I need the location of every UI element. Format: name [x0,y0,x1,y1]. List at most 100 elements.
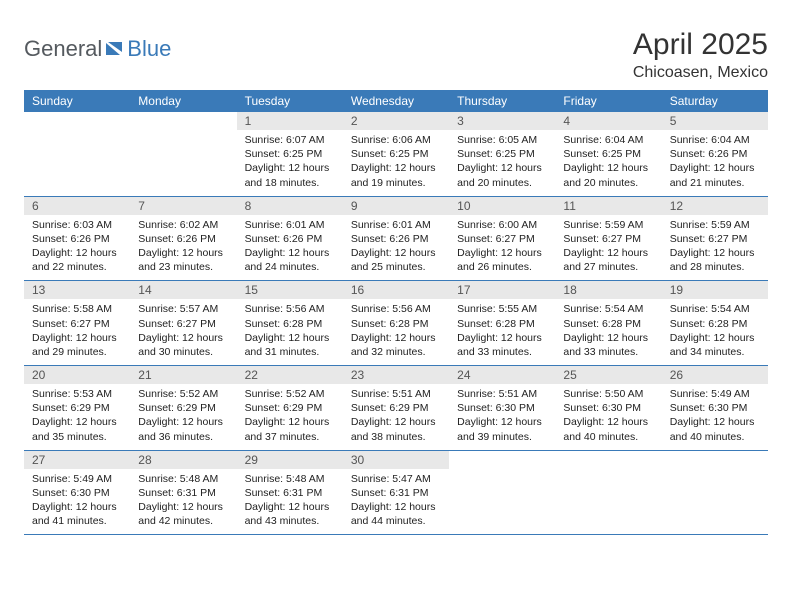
daylight-text: Daylight: 12 hours and 37 minutes. [245,415,335,443]
calendar-cell: 15Sunrise: 5:56 AMSunset: 6:28 PMDayligh… [237,281,343,365]
sunrise-text: Sunrise: 5:55 AM [457,302,547,316]
sunset-text: Sunset: 6:30 PM [563,401,653,415]
calendar-cell: 11Sunrise: 5:59 AMSunset: 6:27 PMDayligh… [555,197,661,281]
sunset-text: Sunset: 6:31 PM [138,486,228,500]
day-number: 27 [24,451,130,469]
daylight-text: Daylight: 12 hours and 20 minutes. [563,161,653,189]
daylight-text: Daylight: 12 hours and 20 minutes. [457,161,547,189]
sunset-text: Sunset: 6:27 PM [563,232,653,246]
day-number: 17 [449,281,555,299]
day-number: 12 [662,197,768,215]
calendar-week: 20Sunrise: 5:53 AMSunset: 6:29 PMDayligh… [24,366,768,451]
daylight-text: Daylight: 12 hours and 28 minutes. [670,246,760,274]
daylight-text: Daylight: 12 hours and 21 minutes. [670,161,760,189]
daylight-text: Daylight: 12 hours and 44 minutes. [351,500,441,528]
calendar-cell: 17Sunrise: 5:55 AMSunset: 6:28 PMDayligh… [449,281,555,365]
calendar-cell: 12Sunrise: 5:59 AMSunset: 6:27 PMDayligh… [662,197,768,281]
calendar-week: 13Sunrise: 5:58 AMSunset: 6:27 PMDayligh… [24,281,768,366]
sunrise-text: Sunrise: 5:56 AM [351,302,441,316]
day-body: Sunrise: 6:01 AMSunset: 6:26 PMDaylight:… [237,215,343,281]
calendar-week: 27Sunrise: 5:49 AMSunset: 6:30 PMDayligh… [24,451,768,536]
calendar-cell: 24Sunrise: 5:51 AMSunset: 6:30 PMDayligh… [449,366,555,450]
daylight-text: Daylight: 12 hours and 24 minutes. [245,246,335,274]
day-number: 23 [343,366,449,384]
day-body: Sunrise: 6:01 AMSunset: 6:26 PMDaylight:… [343,215,449,281]
sunset-text: Sunset: 6:31 PM [245,486,335,500]
day-number: 15 [237,281,343,299]
day-number: 24 [449,366,555,384]
calendar-cell: 6Sunrise: 6:03 AMSunset: 6:26 PMDaylight… [24,197,130,281]
sunset-text: Sunset: 6:26 PM [32,232,122,246]
calendar-cell: 21Sunrise: 5:52 AMSunset: 6:29 PMDayligh… [130,366,236,450]
daylight-text: Daylight: 12 hours and 30 minutes. [138,331,228,359]
sunrise-text: Sunrise: 5:49 AM [32,472,122,486]
calendar-cell: 30Sunrise: 5:47 AMSunset: 6:31 PMDayligh… [343,451,449,535]
calendar-cell: 10Sunrise: 6:00 AMSunset: 6:27 PMDayligh… [449,197,555,281]
day-body: Sunrise: 5:59 AMSunset: 6:27 PMDaylight:… [555,215,661,281]
day-body: Sunrise: 5:48 AMSunset: 6:31 PMDaylight:… [130,469,236,535]
calendar-cell: 28Sunrise: 5:48 AMSunset: 6:31 PMDayligh… [130,451,236,535]
day-number: 8 [237,197,343,215]
day-number: 22 [237,366,343,384]
day-number: 2 [343,112,449,130]
sunrise-text: Sunrise: 5:52 AM [245,387,335,401]
sunset-text: Sunset: 6:30 PM [457,401,547,415]
day-number: 1 [237,112,343,130]
sunrise-text: Sunrise: 5:59 AM [670,218,760,232]
calendar-cell: 26Sunrise: 5:49 AMSunset: 6:30 PMDayligh… [662,366,768,450]
day-number: 14 [130,281,236,299]
day-number: 10 [449,197,555,215]
sunset-text: Sunset: 6:27 PM [32,317,122,331]
calendar-cell: 9Sunrise: 6:01 AMSunset: 6:26 PMDaylight… [343,197,449,281]
title-block: April 2025 Chicoasen, Mexico [633,28,768,82]
calendar-cell: 8Sunrise: 6:01 AMSunset: 6:26 PMDaylight… [237,197,343,281]
sunrise-text: Sunrise: 6:07 AM [245,133,335,147]
day-body: Sunrise: 6:05 AMSunset: 6:25 PMDaylight:… [449,130,555,196]
calendar-cell: 25Sunrise: 5:50 AMSunset: 6:30 PMDayligh… [555,366,661,450]
calendar-cell: 23Sunrise: 5:51 AMSunset: 6:29 PMDayligh… [343,366,449,450]
sunset-text: Sunset: 6:28 PM [245,317,335,331]
calendar-cell: 3Sunrise: 6:05 AMSunset: 6:25 PMDaylight… [449,112,555,196]
sunset-text: Sunset: 6:28 PM [457,317,547,331]
calendar-cell: 7Sunrise: 6:02 AMSunset: 6:26 PMDaylight… [130,197,236,281]
day-body: Sunrise: 5:52 AMSunset: 6:29 PMDaylight:… [130,384,236,450]
calendar-cell: 4Sunrise: 6:04 AMSunset: 6:25 PMDaylight… [555,112,661,196]
sunrise-text: Sunrise: 5:56 AM [245,302,335,316]
day-body: Sunrise: 5:59 AMSunset: 6:27 PMDaylight:… [662,215,768,281]
sunset-text: Sunset: 6:28 PM [670,317,760,331]
sunrise-text: Sunrise: 6:01 AM [351,218,441,232]
calendar-cell: 2Sunrise: 6:06 AMSunset: 6:25 PMDaylight… [343,112,449,196]
sunrise-text: Sunrise: 5:48 AM [245,472,335,486]
day-body: Sunrise: 5:54 AMSunset: 6:28 PMDaylight:… [555,299,661,365]
sunset-text: Sunset: 6:27 PM [670,232,760,246]
day-body: Sunrise: 6:00 AMSunset: 6:27 PMDaylight:… [449,215,555,281]
calendar-cell: 16Sunrise: 5:56 AMSunset: 6:28 PMDayligh… [343,281,449,365]
daylight-text: Daylight: 12 hours and 38 minutes. [351,415,441,443]
daylight-text: Daylight: 12 hours and 27 minutes. [563,246,653,274]
sunrise-text: Sunrise: 5:52 AM [138,387,228,401]
day-number: 19 [662,281,768,299]
calendar-week: 6Sunrise: 6:03 AMSunset: 6:26 PMDaylight… [24,197,768,282]
daylight-text: Daylight: 12 hours and 35 minutes. [32,415,122,443]
daylight-text: Daylight: 12 hours and 25 minutes. [351,246,441,274]
sunrise-text: Sunrise: 6:04 AM [670,133,760,147]
calendar-cell: 14Sunrise: 5:57 AMSunset: 6:27 PMDayligh… [130,281,236,365]
daylight-text: Daylight: 12 hours and 19 minutes. [351,161,441,189]
sunset-text: Sunset: 6:29 PM [245,401,335,415]
daylight-text: Daylight: 12 hours and 40 minutes. [563,415,653,443]
day-body: Sunrise: 5:57 AMSunset: 6:27 PMDaylight:… [130,299,236,365]
day-number: 9 [343,197,449,215]
day-number: 3 [449,112,555,130]
daylight-text: Daylight: 12 hours and 39 minutes. [457,415,547,443]
day-number: 4 [555,112,661,130]
day-body: Sunrise: 5:47 AMSunset: 6:31 PMDaylight:… [343,469,449,535]
calendar-cell [449,451,555,535]
day-header-cell: Wednesday [343,90,449,112]
day-number: 11 [555,197,661,215]
daylight-text: Daylight: 12 hours and 36 minutes. [138,415,228,443]
sunrise-text: Sunrise: 5:53 AM [32,387,122,401]
day-body: Sunrise: 6:04 AMSunset: 6:26 PMDaylight:… [662,130,768,196]
day-number: 21 [130,366,236,384]
day-body: Sunrise: 5:49 AMSunset: 6:30 PMDaylight:… [662,384,768,450]
calendar-cell: 5Sunrise: 6:04 AMSunset: 6:26 PMDaylight… [662,112,768,196]
